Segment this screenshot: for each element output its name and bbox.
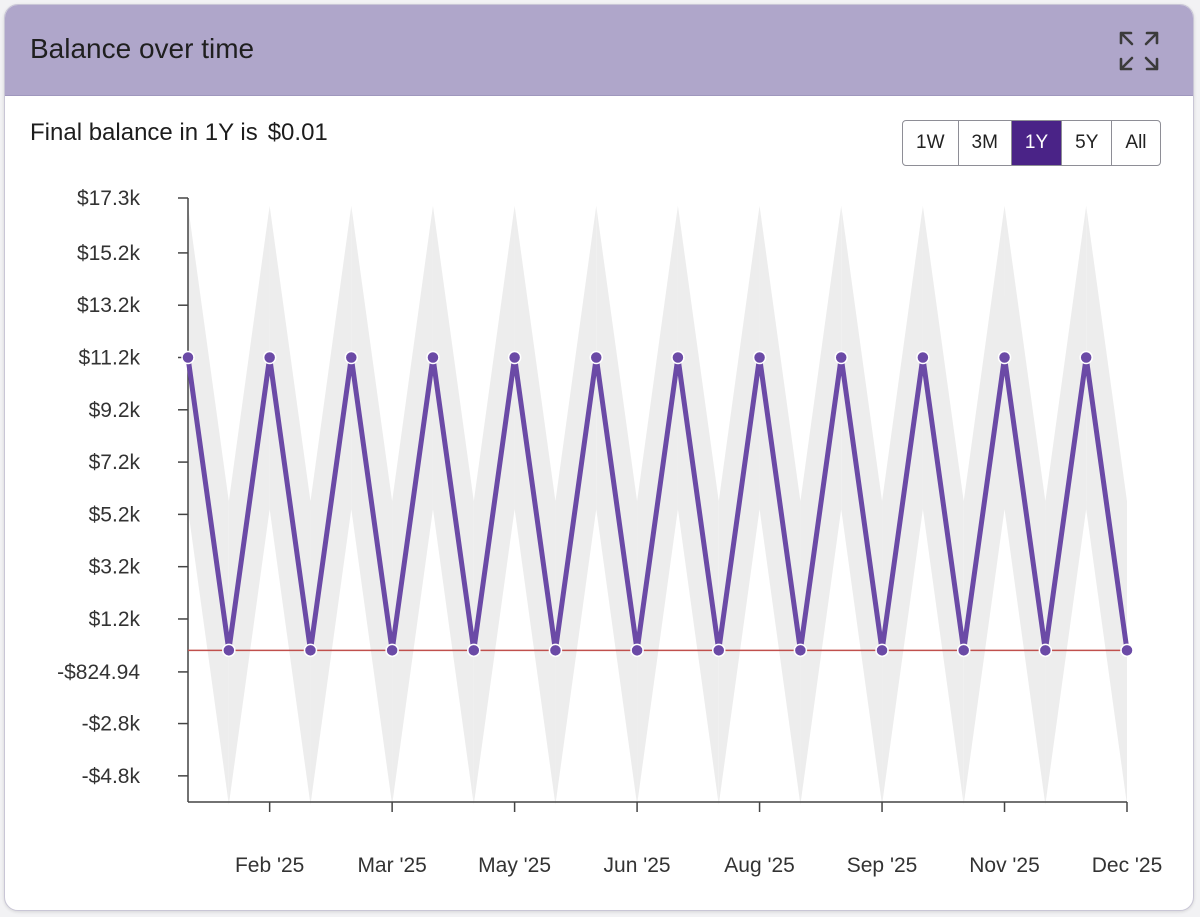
data-point	[956, 643, 971, 658]
data-point	[630, 643, 644, 658]
range-button-1y[interactable]: 1Y	[1011, 121, 1063, 165]
data-point	[834, 350, 848, 365]
data-point	[997, 350, 1012, 365]
data-point	[344, 350, 359, 365]
y-tick-label: $11.2k	[79, 346, 141, 369]
data-point	[1038, 643, 1053, 658]
balance-chart: $17.3k $15.2k $13.2k $11.2k $9.2k $7.2k $5.2k $…	[57, 187, 1163, 877]
y-tick-label: $13.2k	[77, 294, 141, 317]
x-tick-label: May '25	[478, 854, 551, 877]
y-tick-label: $9.2k	[89, 399, 141, 422]
range-button-1w[interactable]: 1W	[903, 121, 959, 165]
y-tick-label: $5.2k	[89, 503, 141, 526]
final-balance-label: Final balance in 1Y is	[30, 119, 258, 146]
x-tick-label: Feb '25	[235, 854, 304, 877]
x-tick-label: Mar '25	[357, 854, 426, 877]
x-tick-label: Dec '25	[1092, 854, 1163, 877]
data-point	[548, 643, 563, 658]
data-point	[671, 350, 685, 365]
data-point	[589, 350, 604, 365]
data-point	[181, 350, 195, 365]
y-tick-label: $3.2k	[89, 556, 141, 579]
data-point	[303, 643, 318, 658]
range-button-all[interactable]: All	[1125, 132, 1147, 153]
y-tick-label: $7.2k	[89, 451, 141, 474]
range-button-3m[interactable]: 3M	[959, 121, 1012, 165]
data-point	[507, 350, 522, 365]
final-balance-summary: Final balance in 1Y is $0.01	[30, 119, 328, 147]
expand-icon[interactable]	[1117, 29, 1161, 73]
data-point	[222, 643, 236, 658]
y-tick-label: $15.2k	[77, 242, 141, 265]
data-point	[426, 350, 440, 365]
y-tick-label: -$2.8k	[82, 713, 141, 736]
x-tick-label: Nov '25	[969, 854, 1040, 877]
y-tick-label: $17.3k	[77, 187, 141, 210]
y-tick-label: -$4.8k	[82, 765, 141, 788]
data-point	[916, 350, 930, 365]
data-point	[467, 643, 481, 658]
data-point	[385, 643, 399, 658]
x-tick-label: Jun '25	[604, 854, 671, 877]
data-point	[711, 643, 726, 658]
data-point	[752, 350, 767, 365]
data-point	[875, 643, 889, 658]
card-title: Balance over time	[30, 33, 255, 64]
balance-card: Balance over time Final balance in 1Y is…	[4, 4, 1194, 911]
final-balance-value: $0.01	[267, 119, 328, 146]
data-point	[1079, 350, 1093, 365]
time-range-selector: 1W 3M 1Y 5Y All	[902, 120, 1161, 166]
x-tick-label: Sep '25	[847, 854, 918, 877]
range-button-5y[interactable]: 5Y	[1062, 121, 1113, 165]
x-tick-label: Aug '25	[724, 854, 795, 877]
balance-line	[185, 354, 1130, 653]
y-tick-label: -$824.94	[57, 661, 140, 684]
data-point	[793, 643, 808, 658]
data-point	[1120, 643, 1134, 658]
data-point	[262, 350, 277, 365]
y-tick-label: $1.2k	[89, 608, 141, 631]
card-header: Balance over time	[5, 5, 1193, 96]
